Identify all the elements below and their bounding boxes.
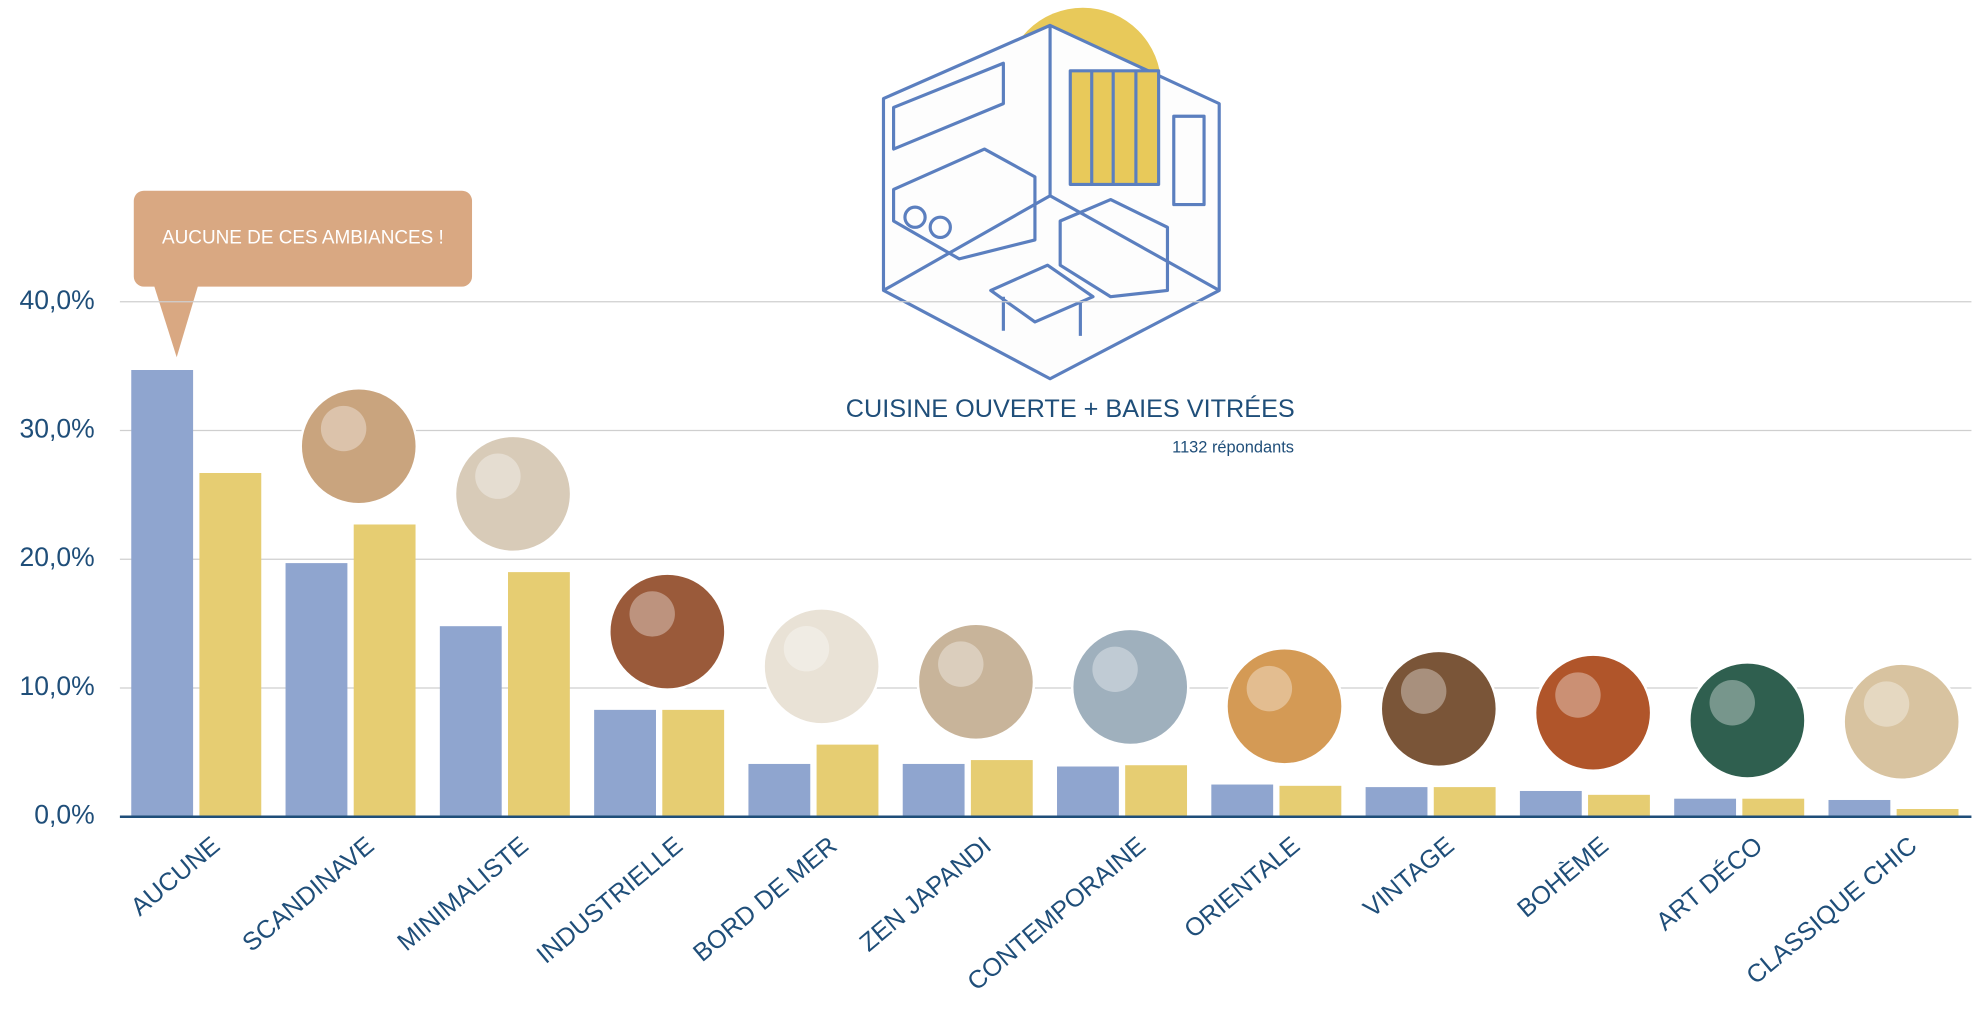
photo — [1688, 661, 1807, 780]
bar — [1674, 798, 1737, 817]
bar — [1896, 808, 1959, 817]
bar — [1588, 794, 1650, 817]
chart-subtitle: 1132 répondants — [1172, 439, 1294, 457]
bar — [1057, 766, 1119, 817]
photo-highlight — [1709, 680, 1755, 726]
bar — [748, 763, 811, 817]
bar — [1433, 787, 1496, 817]
x-tick-label: VINTAGE — [1358, 831, 1459, 922]
photo — [1533, 653, 1653, 773]
photo — [1070, 627, 1190, 747]
x-tick-label: SCANDINAVE — [237, 831, 379, 957]
annotation-box — [133, 190, 473, 287]
x-tick-label: ZEN JAPANDI — [854, 831, 996, 957]
chart-title: CUISINE OUVERTE + BAIES VITRÉES — [846, 394, 1295, 423]
photo — [1842, 662, 1962, 782]
photo-highlight — [1555, 672, 1601, 718]
photo — [299, 386, 419, 506]
bar — [594, 709, 656, 817]
photo-highlight — [1092, 646, 1138, 693]
y-tick-label: 10,0% — [20, 671, 95, 701]
bar — [1828, 799, 1891, 817]
x-tick-label: AUCUNE — [126, 831, 226, 921]
bar — [1365, 787, 1428, 817]
x-tick-label: CLASSIQUE CHIC — [1741, 831, 1922, 989]
x-tick-label: ORIENTALE — [1179, 831, 1305, 943]
photo — [916, 622, 1036, 742]
bar — [1211, 784, 1274, 817]
photo — [608, 572, 727, 691]
bar — [508, 572, 570, 817]
photo-highlight — [475, 453, 521, 499]
photo — [1225, 646, 1344, 766]
bar — [1125, 765, 1188, 817]
y-tick-label: 40,0% — [20, 285, 95, 315]
x-tick-label: MINIMALISTE — [392, 831, 534, 956]
bar — [662, 709, 725, 817]
photo-highlight — [783, 625, 830, 672]
photo-highlight — [1400, 668, 1447, 714]
bar — [902, 763, 965, 817]
bar — [131, 370, 194, 817]
bar — [353, 524, 416, 817]
annotation-pointer — [153, 285, 199, 358]
y-tick-label: 0,0% — [34, 800, 94, 830]
bar — [199, 472, 262, 817]
annotation: AUCUNE DE CES AMBIANCES ! — [133, 190, 473, 358]
bar — [439, 626, 502, 817]
illustration — [881, 7, 1221, 381]
bar — [1742, 798, 1805, 817]
bar — [285, 563, 348, 817]
bar — [816, 744, 879, 817]
photo-highlight — [1863, 681, 1910, 727]
y-tick-label: 30,0% — [20, 414, 95, 444]
photo — [762, 607, 881, 726]
photo — [1379, 649, 1499, 769]
photo-highlight — [320, 405, 367, 452]
y-tick-label: 20,0% — [20, 542, 95, 572]
bar — [1279, 785, 1342, 817]
x-tick-label: BOHÈME — [1511, 831, 1613, 924]
x-tick-label: INDUSTRIELLE — [532, 831, 689, 969]
annotation-text: AUCUNE DE CES AMBIANCES ! — [162, 228, 444, 249]
bar — [970, 760, 1033, 817]
x-tick-label: ART DÉCO — [1650, 831, 1768, 936]
x-tick-label: BORD DE MER — [688, 831, 842, 967]
photo — [453, 434, 573, 554]
photo-highlight — [938, 641, 984, 687]
photo-highlight — [629, 591, 675, 637]
bar — [1519, 790, 1582, 817]
photo-highlight — [1246, 665, 1293, 712]
